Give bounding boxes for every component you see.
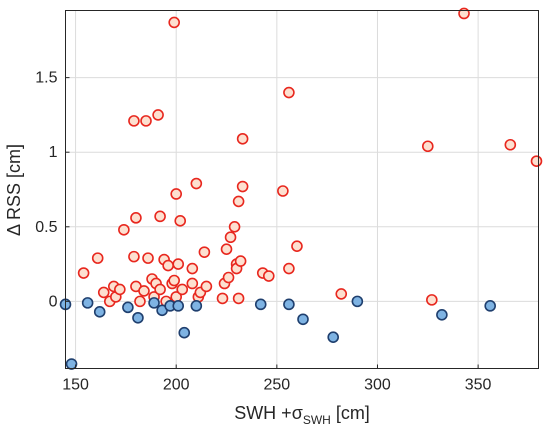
red-data-point [170,188,183,200]
x-tick-label: 300 [364,377,391,394]
red-data-point [335,288,348,300]
red-data-point [232,292,245,305]
red-data-point [174,215,187,227]
red-data-point [162,259,174,272]
red-data-point [236,180,249,193]
red-data-point [234,255,247,267]
red-data-point [140,115,152,127]
red-data-point [426,294,438,306]
red-data-point [172,258,185,270]
red-data-point [77,267,90,279]
red-data-point [190,177,203,190]
blue-data-point [132,311,144,324]
red-data-point [504,138,517,151]
red-data-point [220,243,233,255]
red-data-point [421,140,434,153]
red-data-point [176,283,189,296]
red-data-point [168,274,180,287]
red-data-point [186,277,199,290]
red-data-point [291,240,303,252]
red-data-point [236,132,249,145]
x-axis-title-unit: [cm] [331,403,370,423]
red-data-point [198,246,211,258]
red-data-point [283,86,295,99]
y-tick-label: 0.5 [35,219,57,236]
red-data-point [228,220,241,233]
x-tick-label: 150 [62,377,89,394]
red-data-point [224,231,237,244]
y-tick-label: 0 [49,293,58,310]
blue-data-point [283,298,295,311]
x-tick-label: 350 [465,377,492,394]
red-data-point [168,16,180,29]
blue-data-point [351,295,364,308]
red-data-point [458,7,470,20]
red-data-point [134,295,146,308]
red-data-point [152,109,164,121]
red-data-point [154,210,166,223]
red-data-point [128,250,140,263]
red-data-point [142,252,154,264]
red-data-point [222,271,235,284]
y-axis-title: Δ RSS [cm] [4,144,24,236]
plot-area-frame [65,10,539,369]
blue-data-point [436,308,448,321]
blue-data-point [93,306,106,318]
blue-data-point [190,300,203,312]
blue-data-point [65,358,78,370]
red-data-point [283,262,295,275]
red-data-point [186,262,199,275]
blue-data-point [172,300,185,312]
red-data-point [277,185,289,197]
x-axis-title-subscript: SWH [303,413,331,427]
blue-data-point [297,313,309,326]
x-axis-title: SWH +σSWH [cm] [234,403,370,427]
blue-data-point [254,298,267,311]
red-data-point [91,252,104,264]
red-data-point [262,270,275,282]
x-tick-label: 250 [263,377,290,394]
red-data-point [118,223,130,236]
blue-data-point [327,331,339,343]
red-data-point [97,286,110,299]
red-data-point [114,283,126,296]
y-tick-label: 1 [49,144,58,161]
red-data-point [200,280,213,293]
blue-data-point [178,326,191,339]
tick-labels: 150 200 250 300 350 0 0.5 1 1.5 [35,70,491,394]
blue-data-point [122,301,134,314]
red-data-point [130,212,142,224]
x-tick-label: 200 [163,377,190,394]
red-data-point [216,292,229,305]
red-data-point [138,285,150,297]
red-data-point [530,155,543,167]
blue-data-point [484,300,496,312]
blue-data-point [81,297,94,309]
red-data-point [128,115,140,127]
red-data-point [232,195,245,208]
red-data-point [154,283,166,296]
data-points [59,7,543,370]
blue-data-point [148,297,160,309]
y-tick-label: 1.5 [35,70,57,87]
x-axis-title-main: SWH +σ [234,403,303,423]
